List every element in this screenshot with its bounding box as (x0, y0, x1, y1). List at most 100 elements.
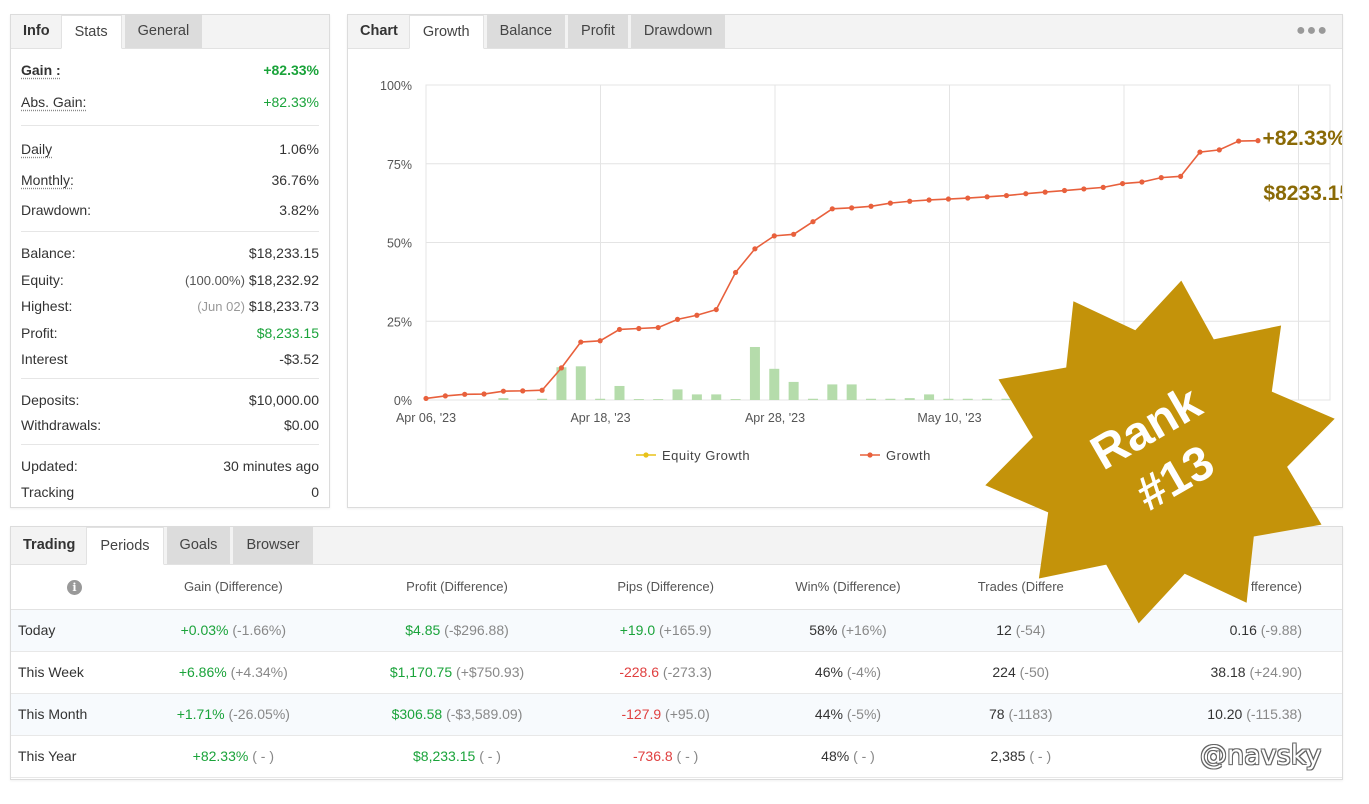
updated-label: Updated: (21, 458, 78, 474)
col-trades[interactable]: Trades (Differe (943, 565, 1099, 610)
trades-cell: 224 (-50) (943, 651, 1099, 694)
growth-point (945, 196, 952, 202)
growth-point (907, 198, 913, 204)
profit-bar (846, 384, 857, 400)
daily-row: Daily 1.06% (21, 134, 319, 164)
growth-chart: 0% 25% 50% 75% 100% Apr 06, '23 Apr 18, '23 Ap… (380, 79, 1343, 463)
pips-value: +19.0 (619, 622, 656, 638)
profit-bar (982, 398, 993, 400)
trades-cell: 2,385 ( - ) (943, 735, 1099, 778)
profit-bar (807, 398, 818, 400)
tab-info[interactable]: Info (23, 23, 50, 39)
growth-legend[interactable]: Growth (860, 448, 931, 463)
tab-goals[interactable]: Goals (166, 527, 231, 564)
overlay-gain-label: +82.33% (1263, 127, 1343, 150)
tab-drawdown[interactable]: Drawdown (630, 15, 726, 48)
tab-trading[interactable]: Trading (23, 537, 76, 553)
growth-point (1216, 147, 1222, 153)
watermark: @navsky (1200, 740, 1322, 771)
profit-value: $306.58 (391, 706, 443, 722)
periods-table: i Gain (Difference) Profit (Difference) … (11, 565, 1342, 778)
profit-bar (962, 398, 973, 400)
profit-cell: $8,233.15 ( - ) (335, 735, 579, 778)
win-cell: 58% (+16%) (752, 609, 944, 652)
growth-point (442, 393, 448, 399)
trades-cell: 78 (-1183) (943, 693, 1099, 736)
col-pips[interactable]: Pips (Difference) (578, 565, 753, 610)
profit-bar (633, 399, 644, 400)
trades-value: 224 (992, 664, 1016, 680)
highest-value: $18,233.73 (248, 298, 319, 314)
gain-cell: +6.86% (+4.34%) (131, 651, 336, 694)
growth-point (849, 205, 855, 211)
more-dots-icon[interactable]: ●●● (1296, 22, 1328, 39)
col-gain[interactable]: Gain (Difference) (131, 565, 336, 610)
divider (21, 125, 319, 126)
profit-bar (866, 398, 877, 400)
profit-diff: (-$3,589.09) (446, 706, 523, 722)
x-tick-label: Apr 18, '23 (570, 411, 630, 425)
trades-diff: (-50) (1019, 664, 1050, 680)
deposits-label: Deposits: (21, 391, 80, 408)
growth-point (829, 206, 835, 212)
gain-label[interactable]: Gain : (21, 62, 61, 78)
trades-value: 12 (996, 622, 1012, 638)
tab-profit[interactable]: Profit (568, 15, 628, 48)
tab-general[interactable]: General (124, 15, 203, 48)
abs-gain-label[interactable]: Abs. Gain: (21, 94, 87, 110)
info-stats-body: Gain : +82.33% Abs. Gain: +82.33% Daily … (11, 49, 329, 505)
period-label: This Month (18, 706, 88, 722)
trades-diff: ( - ) (1029, 748, 1052, 764)
tab-browser[interactable]: Browser (233, 527, 313, 564)
win-diff: (+16%) (841, 622, 887, 638)
daily-label[interactable]: Daily (21, 141, 53, 157)
lots-cell (1098, 735, 1342, 778)
profit-row: Profit: $8,233.15 (21, 319, 319, 346)
lots-diff: (-9.88) (1260, 622, 1302, 638)
growth-point (1042, 189, 1048, 195)
tab-balance[interactable]: Balance (486, 15, 566, 48)
monthly-value: 36.76% (271, 171, 319, 188)
highest-label: Highest: (21, 298, 73, 314)
x-tick-label: Apr 28, '23 (745, 411, 805, 425)
drawdown-value: 3.82% (279, 202, 319, 218)
info-icon[interactable]: i (67, 579, 82, 595)
growth-point (558, 365, 565, 371)
win-cell: 48% ( - ) (752, 735, 944, 778)
monthly-row: Monthly: 36.76% (21, 164, 319, 195)
growth-point (713, 306, 719, 313)
equity-growth-legend[interactable]: Equity Growth (636, 448, 750, 463)
growth-point (1197, 149, 1203, 155)
win-value: 44% (814, 706, 843, 722)
tab-periods[interactable]: Periods (86, 527, 164, 565)
growth-point (1139, 179, 1145, 185)
y-tick-label: 25% (387, 315, 412, 329)
tab-growth[interactable]: Growth (408, 15, 484, 49)
gain-diff: (-1.66%) (232, 622, 287, 638)
lots-cell: 10.20 (-115.38) (1098, 693, 1342, 736)
x-tick-label: May 10, '23 (917, 411, 981, 425)
growth-point (520, 388, 526, 394)
interest-value: -$3.52 (279, 351, 319, 367)
pips-diff: (+165.9) (659, 622, 712, 638)
trades-diff: (-1183) (1008, 706, 1053, 722)
divider (21, 378, 319, 379)
equity-label: Equity: (21, 271, 64, 288)
period-cell: Today (11, 609, 131, 652)
growth-point (597, 338, 603, 344)
growth-point (636, 325, 642, 332)
lots-value: 0.16 (1229, 622, 1257, 638)
tab-chart[interactable]: Chart (360, 23, 398, 39)
tab-stats[interactable]: Stats (60, 15, 122, 49)
gain-value: +6.86% (178, 664, 227, 680)
growth-point (1023, 191, 1029, 197)
profit-bar (556, 367, 567, 400)
profit-bar (904, 398, 915, 400)
col-profit[interactable]: Profit (Difference) (335, 565, 579, 610)
profit-bar (691, 394, 702, 400)
growth-point (1119, 180, 1126, 187)
monthly-label[interactable]: Monthly: (21, 171, 74, 188)
deposits-row: Deposits: $10,000.00 (21, 387, 319, 412)
col-win[interactable]: Win% (Difference) (752, 565, 944, 610)
trading-panel: Trading Periods Goals Browser i Gain (Di… (10, 526, 1343, 780)
